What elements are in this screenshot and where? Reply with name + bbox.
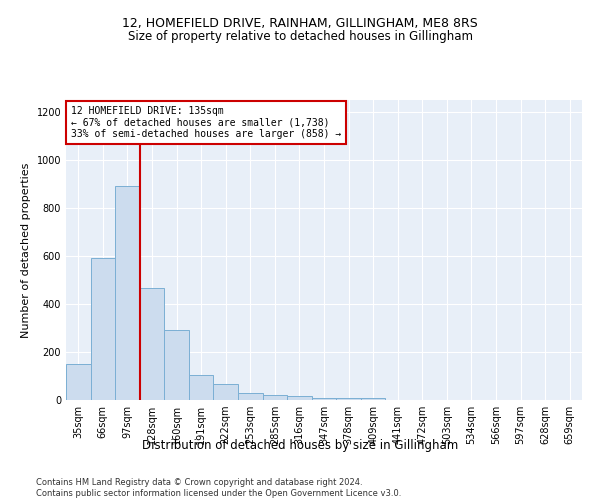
Bar — [287, 396, 312, 400]
Bar — [238, 393, 263, 400]
Text: 12 HOMEFIELD DRIVE: 135sqm
← 67% of detached houses are smaller (1,738)
33% of s: 12 HOMEFIELD DRIVE: 135sqm ← 67% of deta… — [71, 106, 341, 139]
Bar — [361, 398, 385, 400]
Bar — [263, 395, 287, 400]
Bar — [214, 384, 238, 400]
Y-axis label: Number of detached properties: Number of detached properties — [21, 162, 31, 338]
Bar — [189, 375, 214, 400]
Bar — [115, 186, 140, 400]
Bar — [164, 330, 189, 400]
Text: 12, HOMEFIELD DRIVE, RAINHAM, GILLINGHAM, ME8 8RS: 12, HOMEFIELD DRIVE, RAINHAM, GILLINGHAM… — [122, 18, 478, 30]
Bar — [312, 398, 336, 400]
Bar — [336, 398, 361, 400]
Bar — [140, 288, 164, 400]
Bar — [91, 258, 115, 400]
Text: Contains HM Land Registry data © Crown copyright and database right 2024.
Contai: Contains HM Land Registry data © Crown c… — [36, 478, 401, 498]
Bar — [66, 364, 91, 400]
Text: Size of property relative to detached houses in Gillingham: Size of property relative to detached ho… — [128, 30, 473, 43]
Text: Distribution of detached houses by size in Gillingham: Distribution of detached houses by size … — [142, 440, 458, 452]
